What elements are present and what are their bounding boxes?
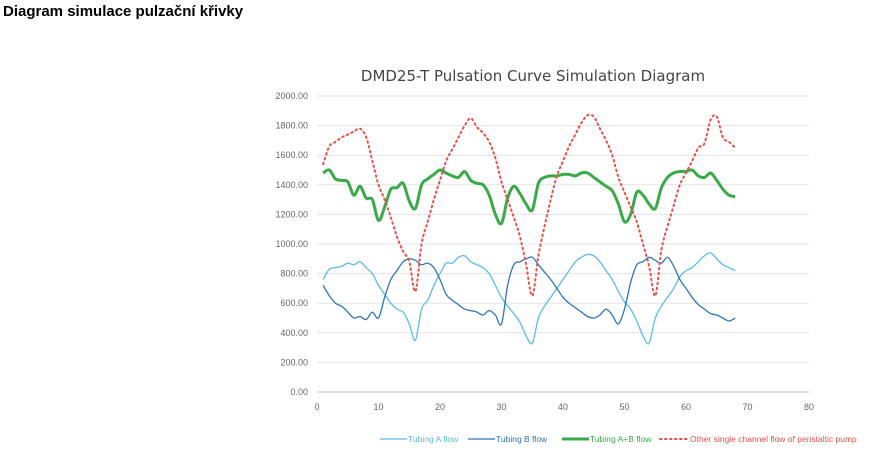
chart-title: DMD25-T Pulsation Curve Simulation Diagr… <box>361 67 705 85</box>
y-tick-label: 400.00 <box>280 328 308 338</box>
page-title: Diagram simulace pulzační křivky <box>3 3 244 20</box>
x-tick-label: 0 <box>314 402 319 412</box>
legend-label: Tubing A+B flow <box>590 434 652 444</box>
x-tick-label: 50 <box>619 402 629 412</box>
y-tick-label: 0.00 <box>290 387 308 397</box>
x-tick-label: 80 <box>804 402 814 412</box>
legend: Tubing A flow Tubing B flow Tubing A+B flo… <box>380 434 857 444</box>
y-tick-label: 1600.00 <box>275 150 308 160</box>
y-tick-label: 1200.00 <box>275 209 308 219</box>
grid-lines <box>317 95 809 393</box>
y-tick-label: 1000.00 <box>275 239 308 249</box>
x-tick-label: 30 <box>496 402 506 412</box>
series-line-2 <box>322 256 736 326</box>
legend-label: Tubing B flow <box>496 434 548 444</box>
legend-label: Tubing A flow <box>408 434 459 444</box>
series-line-1 <box>322 252 736 345</box>
legend-label: Other single channel flow of peristaltic… <box>690 434 857 444</box>
y-tick-label: 200.00 <box>280 357 308 367</box>
y-tick-label: 2000.00 <box>275 91 308 101</box>
y-tick-label: 1800.00 <box>275 121 308 131</box>
series-lines <box>322 113 737 345</box>
y-tick-label: 800.00 <box>280 269 308 279</box>
x-tick-label: 70 <box>742 402 752 412</box>
x-tick-label: 20 <box>435 402 445 412</box>
series-line-4 <box>322 113 737 297</box>
x-tick-label: 40 <box>558 402 568 412</box>
x-tick-label: 10 <box>373 402 383 412</box>
axes: 0.00 200.00 400.00 600.00 800.00 1000.00 1200.… <box>275 91 814 412</box>
series-line-3 <box>322 168 736 226</box>
x-tick-label: 60 <box>681 402 691 412</box>
y-tick-label: 1400.00 <box>275 180 308 190</box>
y-tick-label: 600.00 <box>280 298 308 308</box>
